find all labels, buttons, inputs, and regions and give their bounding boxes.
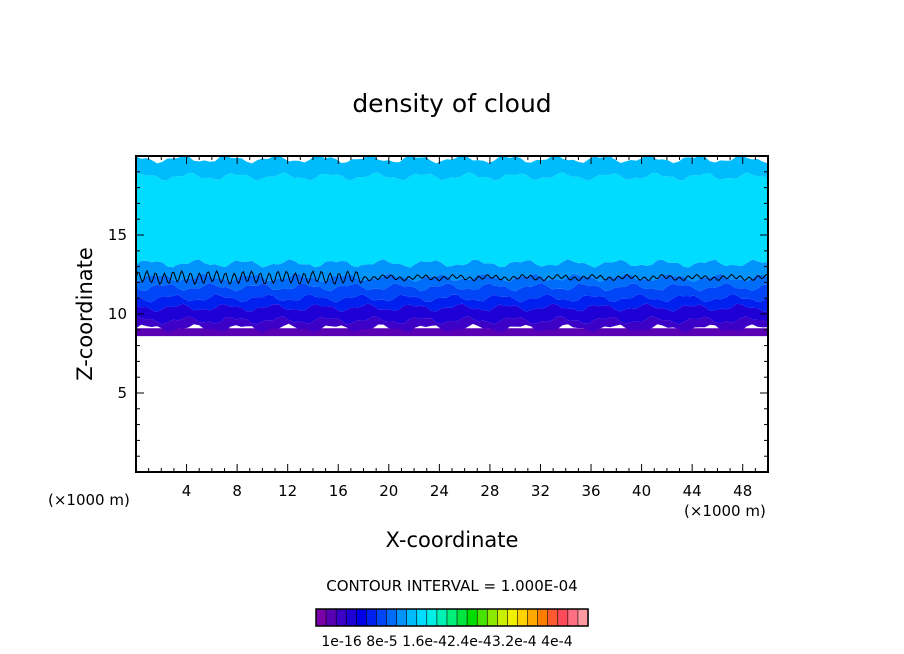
- colorbar-swatch: [366, 608, 378, 627]
- cloud-layer-4: [136, 293, 768, 313]
- colorbar-swatch: [345, 608, 357, 627]
- cloud-layer-9: [136, 154, 768, 181]
- x-tick-label: 16: [329, 482, 348, 500]
- colorbar-swatch: [557, 608, 569, 627]
- colorbar-swatch: [406, 608, 418, 627]
- colorbar-swatch: [537, 608, 549, 627]
- colorbar-labels: 1e-16 8e-5 1.6e-42.4e-43.2e-4 4e-4: [321, 634, 572, 650]
- cloud-layer-3: [136, 303, 768, 325]
- x-tick-label: 48: [733, 482, 752, 500]
- colorbar-swatch: [577, 608, 589, 627]
- y-tick-label: 10: [108, 305, 127, 323]
- colorbar-swatch: [567, 608, 579, 627]
- colorbar-swatch: [446, 608, 458, 627]
- x-tick-label: 44: [683, 482, 702, 500]
- colorbar-swatch: [456, 608, 468, 627]
- cloud-layer-2: [136, 315, 768, 333]
- cloud-layer-1: [136, 328, 768, 337]
- colorbar-swatch: [416, 608, 428, 627]
- x-tick-label: 8: [232, 482, 242, 500]
- chart-title: density of cloud: [352, 89, 551, 118]
- x-tick-label: 40: [632, 482, 651, 500]
- colorbar-swatch: [315, 608, 327, 627]
- y-axis: 5 10 15: [108, 155, 768, 473]
- colorbar-swatch: [486, 608, 498, 627]
- x-tick-label: 28: [480, 482, 499, 500]
- colorbar-swatch: [547, 608, 559, 627]
- colorbar-swatch: [355, 608, 367, 627]
- x-tick-label: 12: [278, 482, 297, 500]
- colorbar-swatch: [507, 608, 519, 627]
- colorbar-swatch: [476, 608, 488, 627]
- colorbar-swatch: [497, 608, 508, 627]
- colorbar-swatch: [517, 608, 529, 627]
- x-unit-left: (×1000 m): [48, 491, 130, 509]
- x-tick-label: 4: [182, 482, 192, 500]
- x-tick-label: 36: [581, 482, 600, 500]
- colorbar-swatch: [396, 608, 408, 627]
- y-axis-label: Z-coordinate: [73, 247, 97, 381]
- colorbar-frame: [315, 608, 589, 627]
- colorbar: [315, 608, 589, 627]
- cloud-layer-8: [136, 172, 768, 268]
- colorbar-swatch: [466, 608, 478, 627]
- cloud-layer-7: [136, 259, 768, 282]
- colorbar-swatch: [426, 608, 438, 627]
- colorbar-swatch: [376, 608, 388, 627]
- cloud-layer-5: [136, 282, 768, 303]
- colorbar-swatch: [325, 608, 337, 627]
- x-unit-right: (×1000 m): [684, 502, 766, 520]
- colorbar-swatch: [436, 608, 448, 627]
- x-axis: 4 8 12 16 20 24 28 32 36 40 44 48: [135, 156, 769, 500]
- y-tick-label: 15: [108, 226, 127, 244]
- contour-line: [135, 269, 769, 286]
- x-tick-label: 32: [531, 482, 550, 500]
- x-tick-label: 20: [379, 482, 398, 500]
- colorbar-swatch: [527, 608, 539, 627]
- x-tick-label: 24: [430, 482, 449, 500]
- colorbar-swatch: [386, 608, 398, 627]
- y-tick-label: 5: [117, 384, 127, 402]
- colorbar-swatch: [335, 608, 347, 627]
- x-axis-label: X-coordinate: [386, 528, 519, 552]
- contour-interval-label: CONTOUR INTERVAL = 1.000E-04: [326, 577, 577, 595]
- cloud-fill-layers: [136, 154, 768, 337]
